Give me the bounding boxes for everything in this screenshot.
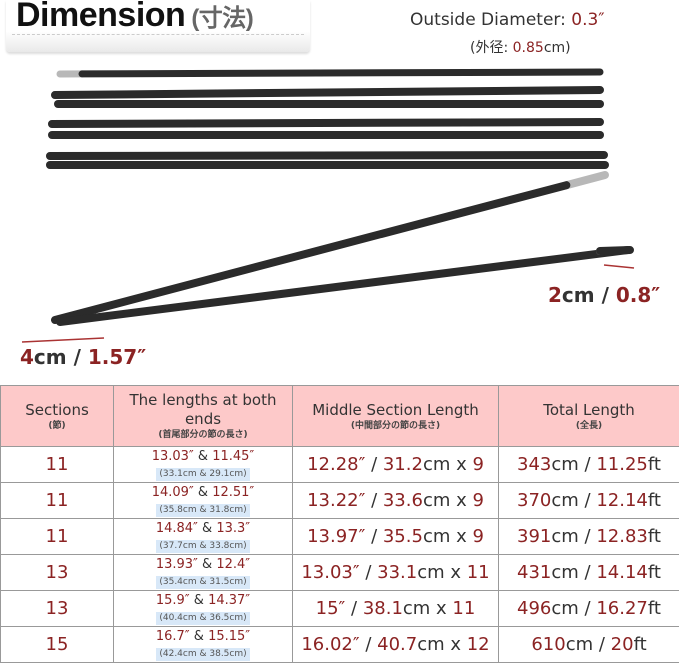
end-lengths-cell: 14.09″ & 12.51″(35.8cm & 31.8cm) bbox=[114, 483, 293, 519]
end-lengths-cell: 13.93″ & 12.4″(35.4cm & 31.5cm) bbox=[114, 555, 293, 591]
header-end-lengths: The lengths at both ends(首尾部分の節の長さ) bbox=[114, 386, 293, 447]
total-length-cell: 343cm / 11.25ft bbox=[499, 447, 679, 483]
middle-length-cell: 12.28″ / 31.2cm x 9 bbox=[293, 447, 499, 483]
table-row: 11 14.84″ & 13.3″(37.7cm & 33.8cm) 13.97… bbox=[1, 519, 679, 555]
total-length-cell: 391cm / 12.83ft bbox=[499, 519, 679, 555]
table-row: 11 14.09″ & 12.51″(35.8cm & 31.8cm) 13.2… bbox=[1, 483, 679, 519]
pole-segment bbox=[50, 155, 604, 156]
sections-cell: 13 bbox=[1, 591, 114, 627]
sections-cell: 15 bbox=[1, 627, 114, 663]
end-lengths-cell: 13.03″ & 11.45″(33.1cm & 29.1cm) bbox=[114, 447, 293, 483]
middle-length-cell: 13.03″ / 33.1cm x 11 bbox=[293, 555, 499, 591]
pole-segment bbox=[55, 90, 600, 95]
table-row: 15 16.7″ & 15.15″(42.4cm & 38.5cm) 16.02… bbox=[1, 627, 679, 663]
pole-segment bbox=[82, 72, 600, 74]
sections-cell: 11 bbox=[1, 519, 114, 555]
total-length-cell: 370cm / 12.14ft bbox=[499, 483, 679, 519]
pole-segment bbox=[566, 175, 605, 185]
tent-poles-image bbox=[0, 0, 679, 380]
table-row: 13 15.9″ & 14.37″(40.4cm & 36.5cm) 15″ /… bbox=[1, 591, 679, 627]
pole-segment bbox=[60, 250, 628, 322]
end-lengths-cell: 16.7″ & 15.15″(42.4cm & 38.5cm) bbox=[114, 627, 293, 663]
pole-segment bbox=[52, 122, 600, 124]
header-total-length: Total Length(全長) bbox=[499, 386, 679, 447]
header-middle-length: Middle Section Length(中間部分の節の長さ) bbox=[293, 386, 499, 447]
total-length-cell: 610cm / 20ft bbox=[499, 627, 679, 663]
middle-length-cell: 16.02″ / 40.7cm x 12 bbox=[293, 627, 499, 663]
header-sections: Sections(節) bbox=[1, 386, 114, 447]
sections-cell: 13 bbox=[1, 555, 114, 591]
pole-segment bbox=[600, 250, 630, 251]
table-row: 13 13.93″ & 12.4″(35.4cm & 31.5cm) 13.03… bbox=[1, 555, 679, 591]
table-row: 11 13.03″ & 11.45″(33.1cm & 29.1cm) 12.2… bbox=[1, 447, 679, 483]
sections-cell: 11 bbox=[1, 447, 114, 483]
tip-length-4cm: 4cm / 1.57″ bbox=[20, 345, 146, 369]
tip-length-2cm: 2cm / 0.8″ bbox=[548, 283, 660, 307]
dimension-table: Sections(節) The lengths at both ends(首尾部… bbox=[0, 385, 679, 663]
total-length-cell: 496cm / 16.27ft bbox=[499, 591, 679, 627]
middle-length-cell: 15″ / 38.1cm x 11 bbox=[293, 591, 499, 627]
end-lengths-cell: 15.9″ & 14.37″(40.4cm & 36.5cm) bbox=[114, 591, 293, 627]
middle-length-cell: 13.97″ / 35.5cm x 9 bbox=[293, 519, 499, 555]
end-lengths-cell: 14.84″ & 13.3″(37.7cm & 33.8cm) bbox=[114, 519, 293, 555]
total-length-cell: 431cm / 14.14ft bbox=[499, 555, 679, 591]
middle-length-cell: 13.22″ / 33.6cm x 9 bbox=[293, 483, 499, 519]
pole-segment bbox=[55, 185, 566, 320]
sections-cell: 11 bbox=[1, 483, 114, 519]
